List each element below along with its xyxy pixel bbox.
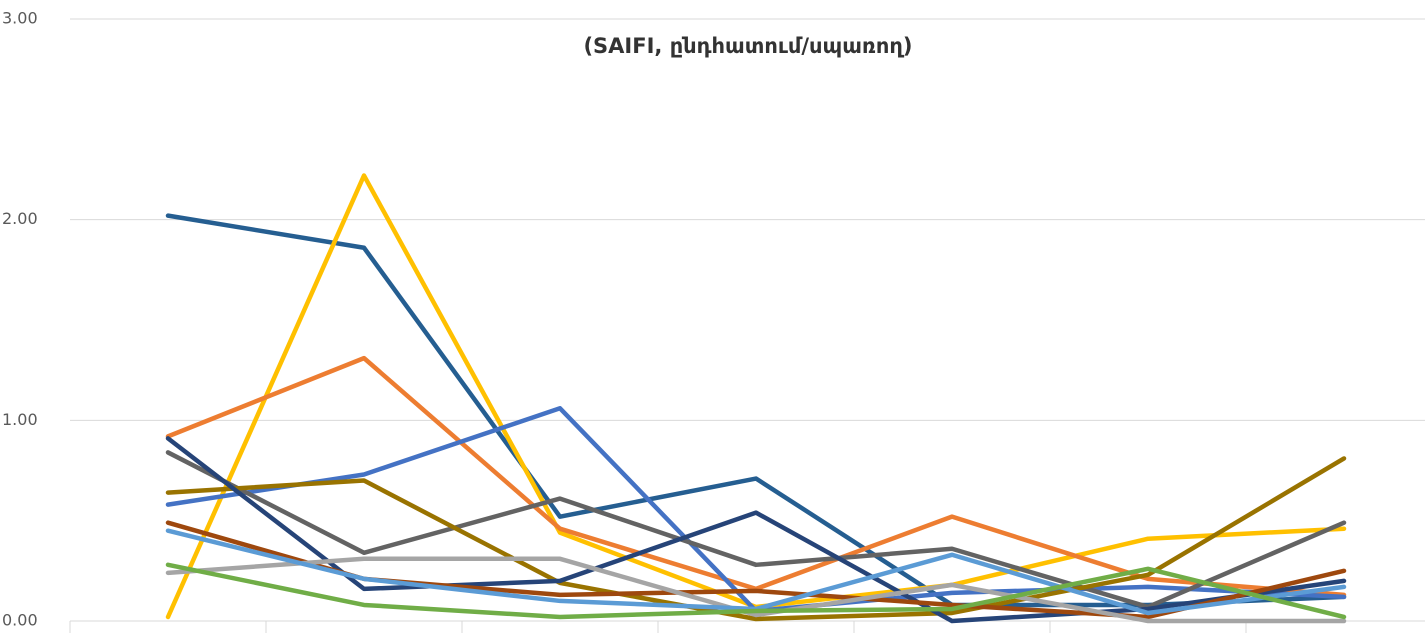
lines bbox=[165, 173, 1347, 624]
y-tick-label: 3.00 bbox=[2, 9, 38, 28]
x-tick-label: 2015 bbox=[1324, 630, 1365, 633]
series-line bbox=[165, 436, 1347, 624]
x-tick-label: 2009 bbox=[148, 630, 189, 633]
x-tick-label: 2011 bbox=[540, 630, 581, 633]
x-tick-label: 2014 bbox=[1128, 630, 1169, 633]
series-line bbox=[165, 556, 1347, 624]
series-line bbox=[165, 173, 1347, 620]
y-tick-label: 1.00 bbox=[2, 410, 38, 429]
chart-subtitle: (SAIFI, ընդհատում/սպառող) bbox=[583, 34, 912, 58]
series-line bbox=[165, 213, 1347, 608]
x-tick-label: 2010 bbox=[344, 630, 385, 633]
series-line bbox=[165, 562, 1347, 620]
x-tick-label: 2013 bbox=[932, 630, 973, 633]
y-tick-label: 2.00 bbox=[2, 209, 38, 228]
y-tick-label: 0.00 bbox=[2, 611, 38, 630]
series-line bbox=[165, 456, 1347, 622]
x-tick-label: 2012 bbox=[736, 630, 777, 633]
